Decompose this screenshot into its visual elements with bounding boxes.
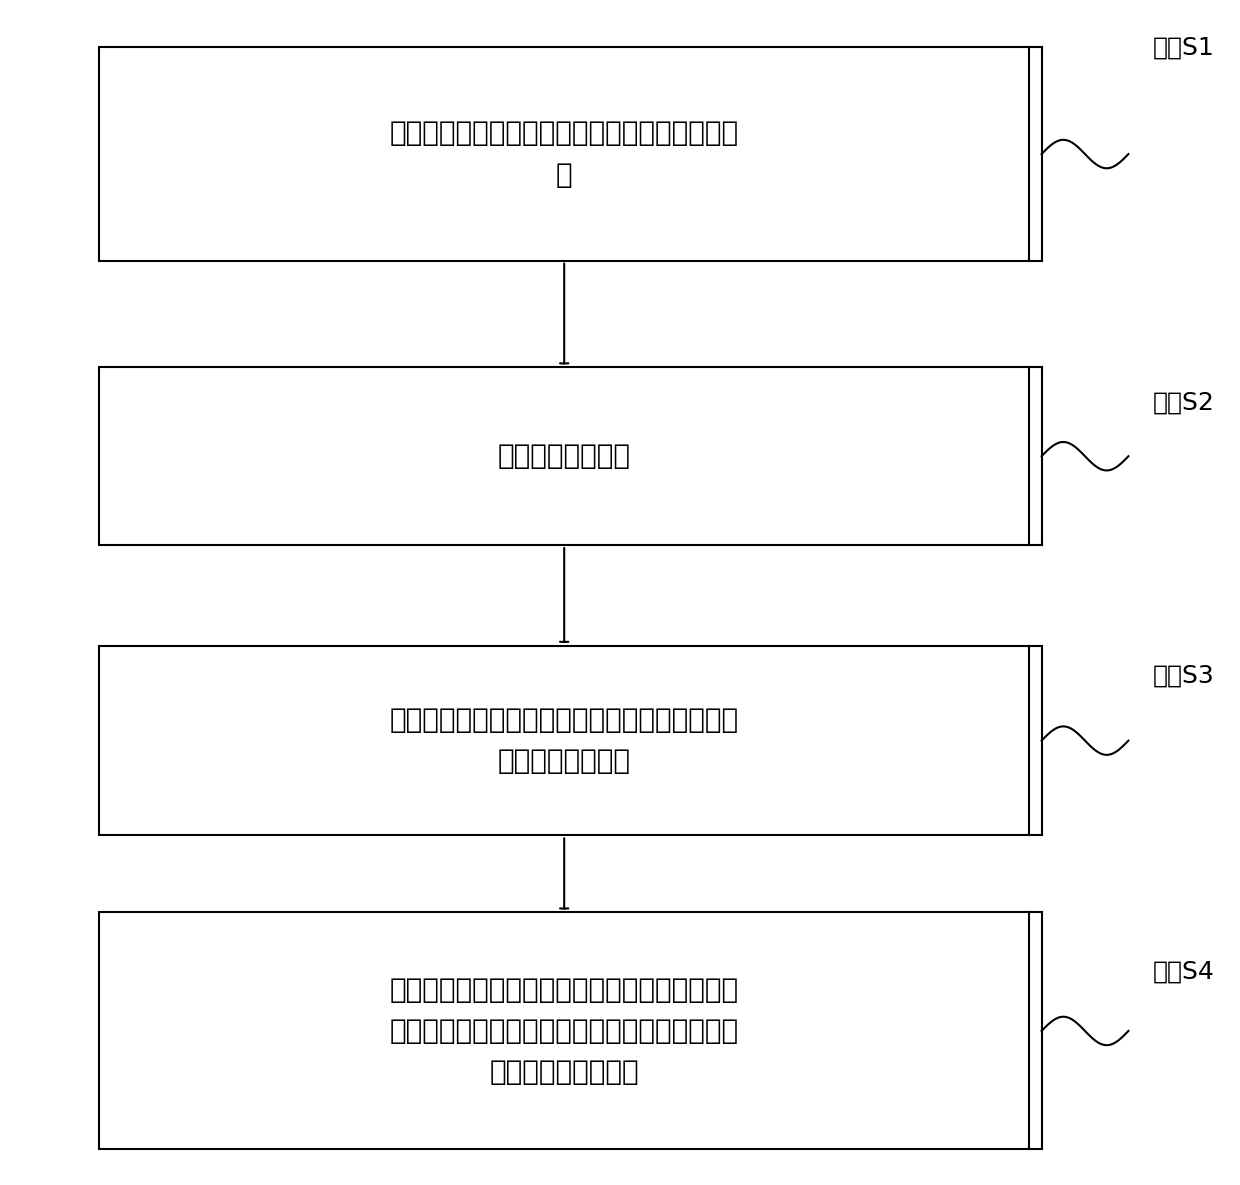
Text: 根据所述当前应用界面上的当前指纹及所述对应
关系确定相应的操作对象，以便根据所述操作对
象控制所述终端设备: 根据所述当前应用界面上的当前指纹及所述对应 关系确定相应的操作对象，以便根据所述… <box>389 975 739 1087</box>
FancyBboxPatch shape <box>99 367 1029 545</box>
Text: 步骤S2: 步骤S2 <box>1153 391 1215 415</box>
Text: 预先建立指纹与应用界面上的操作对象的对应关
系: 预先建立指纹与应用界面上的操作对象的对应关 系 <box>389 120 739 188</box>
FancyBboxPatch shape <box>99 912 1029 1149</box>
Text: 步骤S4: 步骤S4 <box>1153 960 1215 984</box>
Text: 确定当前应用界面: 确定当前应用界面 <box>497 442 631 470</box>
Text: 步骤S1: 步骤S1 <box>1153 36 1215 59</box>
FancyBboxPatch shape <box>99 646 1029 835</box>
FancyBboxPatch shape <box>99 47 1029 261</box>
Text: 从所述触摸屏预设的采集区域采集所述当前应用
界面上的当前指纹: 从所述触摸屏预设的采集区域采集所述当前应用 界面上的当前指纹 <box>389 706 739 775</box>
Text: 步骤S3: 步骤S3 <box>1153 664 1215 687</box>
